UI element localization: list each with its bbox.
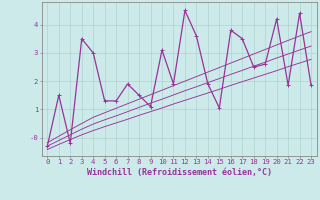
X-axis label: Windchill (Refroidissement éolien,°C): Windchill (Refroidissement éolien,°C) [87, 168, 272, 177]
